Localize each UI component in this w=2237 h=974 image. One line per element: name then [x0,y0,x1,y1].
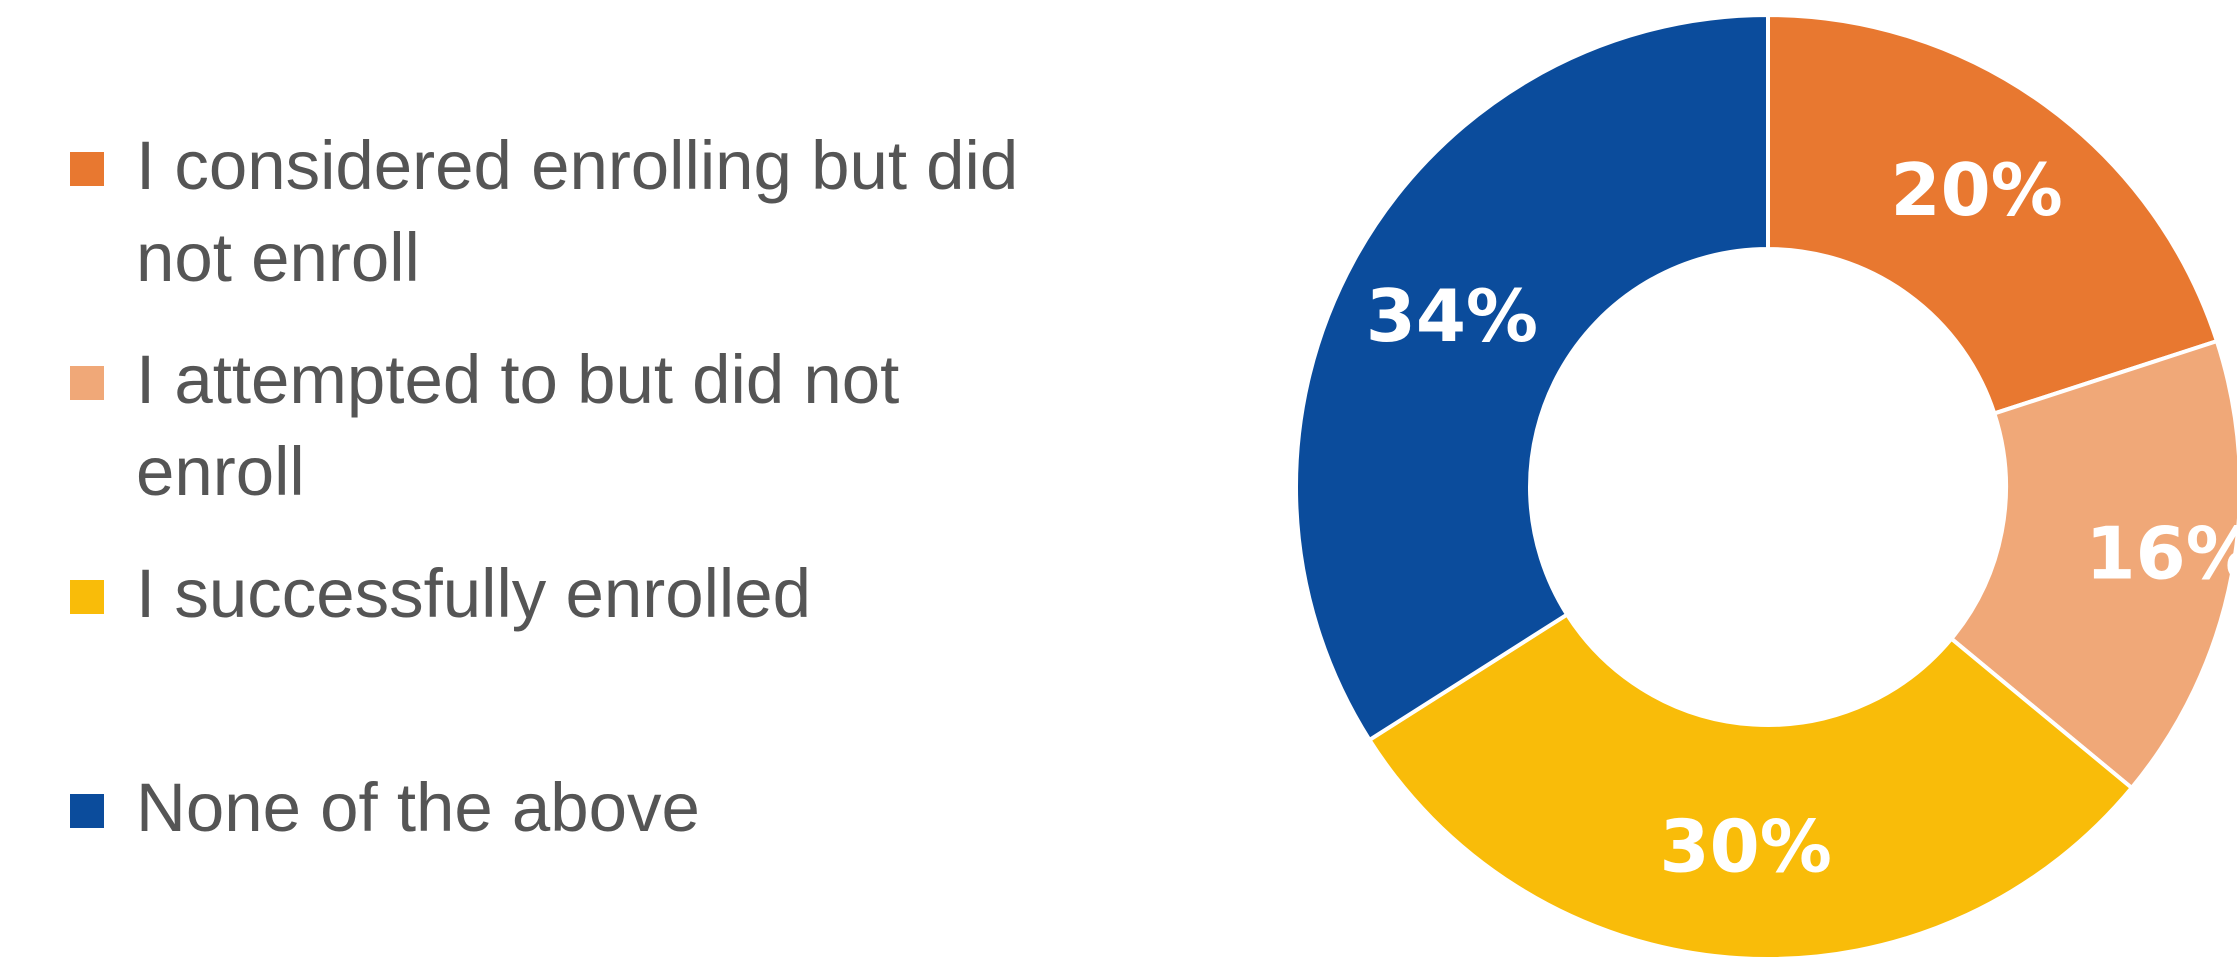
legend-label-attempted: I attempted to but did not enroll [136,341,900,510]
slice-label-attempted: 16% [2086,512,2237,596]
legend-label-considered: I considered enrolling but did not enrol… [136,127,1019,296]
slice-label-none: 34% [1366,274,1538,358]
legend-swatch-attempted [70,366,104,400]
donut-slice-none [1294,12,1770,743]
donut-slice-enrolled [1366,611,2135,961]
legend-swatch-considered [70,152,104,186]
slice-label-enrolled: 30% [1660,804,1832,888]
donut-slice-considered [1766,12,2220,416]
donut-slice-attempted [1948,338,2237,791]
legend-label-enrolled: I successfully enrolled [136,555,811,632]
slice-label-considered: 20% [1890,148,2062,232]
legend-swatch-none [70,794,104,828]
legend-label-none: None of the above [136,769,700,846]
legend-swatch-enrolled [70,580,104,614]
